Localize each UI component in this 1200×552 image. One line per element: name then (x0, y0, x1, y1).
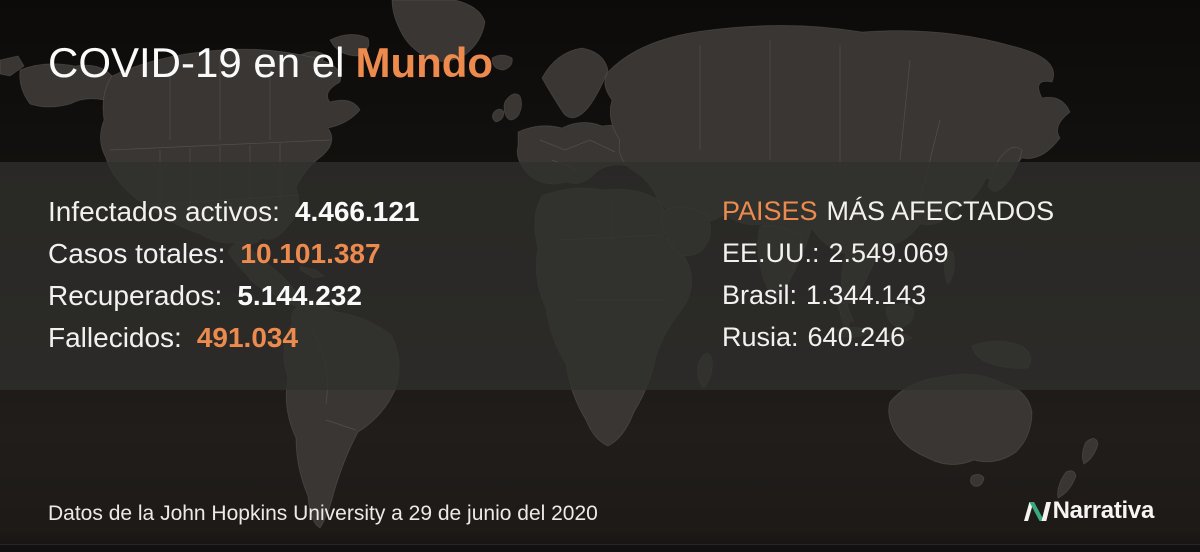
country-value: 2.549.069 (828, 237, 949, 268)
bottom-edge-strip (0, 544, 1200, 552)
country-value: 1.344.143 (806, 279, 927, 310)
affected-heading-rest: MÁS AFECTADOS (826, 195, 1055, 226)
affected-row-eeuu: EE.UU.: 2.549.069 (722, 232, 1054, 274)
stat-value: 4.466.121 (294, 196, 420, 227)
stat-value: 5.144.232 (237, 280, 362, 311)
country-label: EE.UU.: (722, 237, 820, 268)
stat-row-infectados: Infectados activos: 4.466.121 (48, 191, 419, 233)
affected-heading-highlight: PAISES (722, 195, 818, 226)
stat-label: Infectados activos: (48, 196, 280, 227)
global-stats-list: Infectados activos: 4.466.121 Casos tota… (48, 191, 419, 359)
affected-row-brasil: Brasil: 1.344.143 (722, 274, 1054, 316)
stat-label: Recuperados: (48, 280, 223, 311)
affected-row-rusia: Rusia: 640.246 (722, 316, 1054, 358)
stat-row-fallecidos: Fallecidos: 491.034 (48, 317, 419, 359)
affected-countries-list: PAISES MÁS AFECTADOS EE.UU.: 2.549.069 B… (722, 190, 1054, 358)
brand-name: Narrativa (1052, 497, 1155, 524)
country-label: Rusia: (722, 321, 799, 352)
stat-label: Casos totales: (48, 238, 226, 269)
stat-row-recuperados: Recuperados: 5.144.232 (48, 275, 419, 317)
title-highlight: Mundo (355, 39, 494, 86)
stat-row-casos-totales: Casos totales: 10.101.387 (48, 233, 419, 275)
stats-band-overlay (0, 162, 1200, 390)
affected-heading: PAISES MÁS AFECTADOS (722, 190, 1054, 232)
page-title: COVID-19 en el Mundo (48, 38, 493, 88)
title-prefix: COVID-19 en el (48, 39, 345, 86)
narrativa-logo: Narrativa (1023, 497, 1155, 525)
country-value: 640.246 (807, 321, 906, 352)
stat-value: 10.101.387 (240, 238, 381, 269)
data-source-caption: Datos de la John Hopkins University a 29… (48, 502, 598, 525)
stat-value: 491.034 (196, 322, 299, 353)
stat-label: Fallecidos: (48, 322, 182, 353)
narrativa-n-icon (1023, 501, 1051, 521)
country-label: Brasil: (722, 279, 798, 310)
